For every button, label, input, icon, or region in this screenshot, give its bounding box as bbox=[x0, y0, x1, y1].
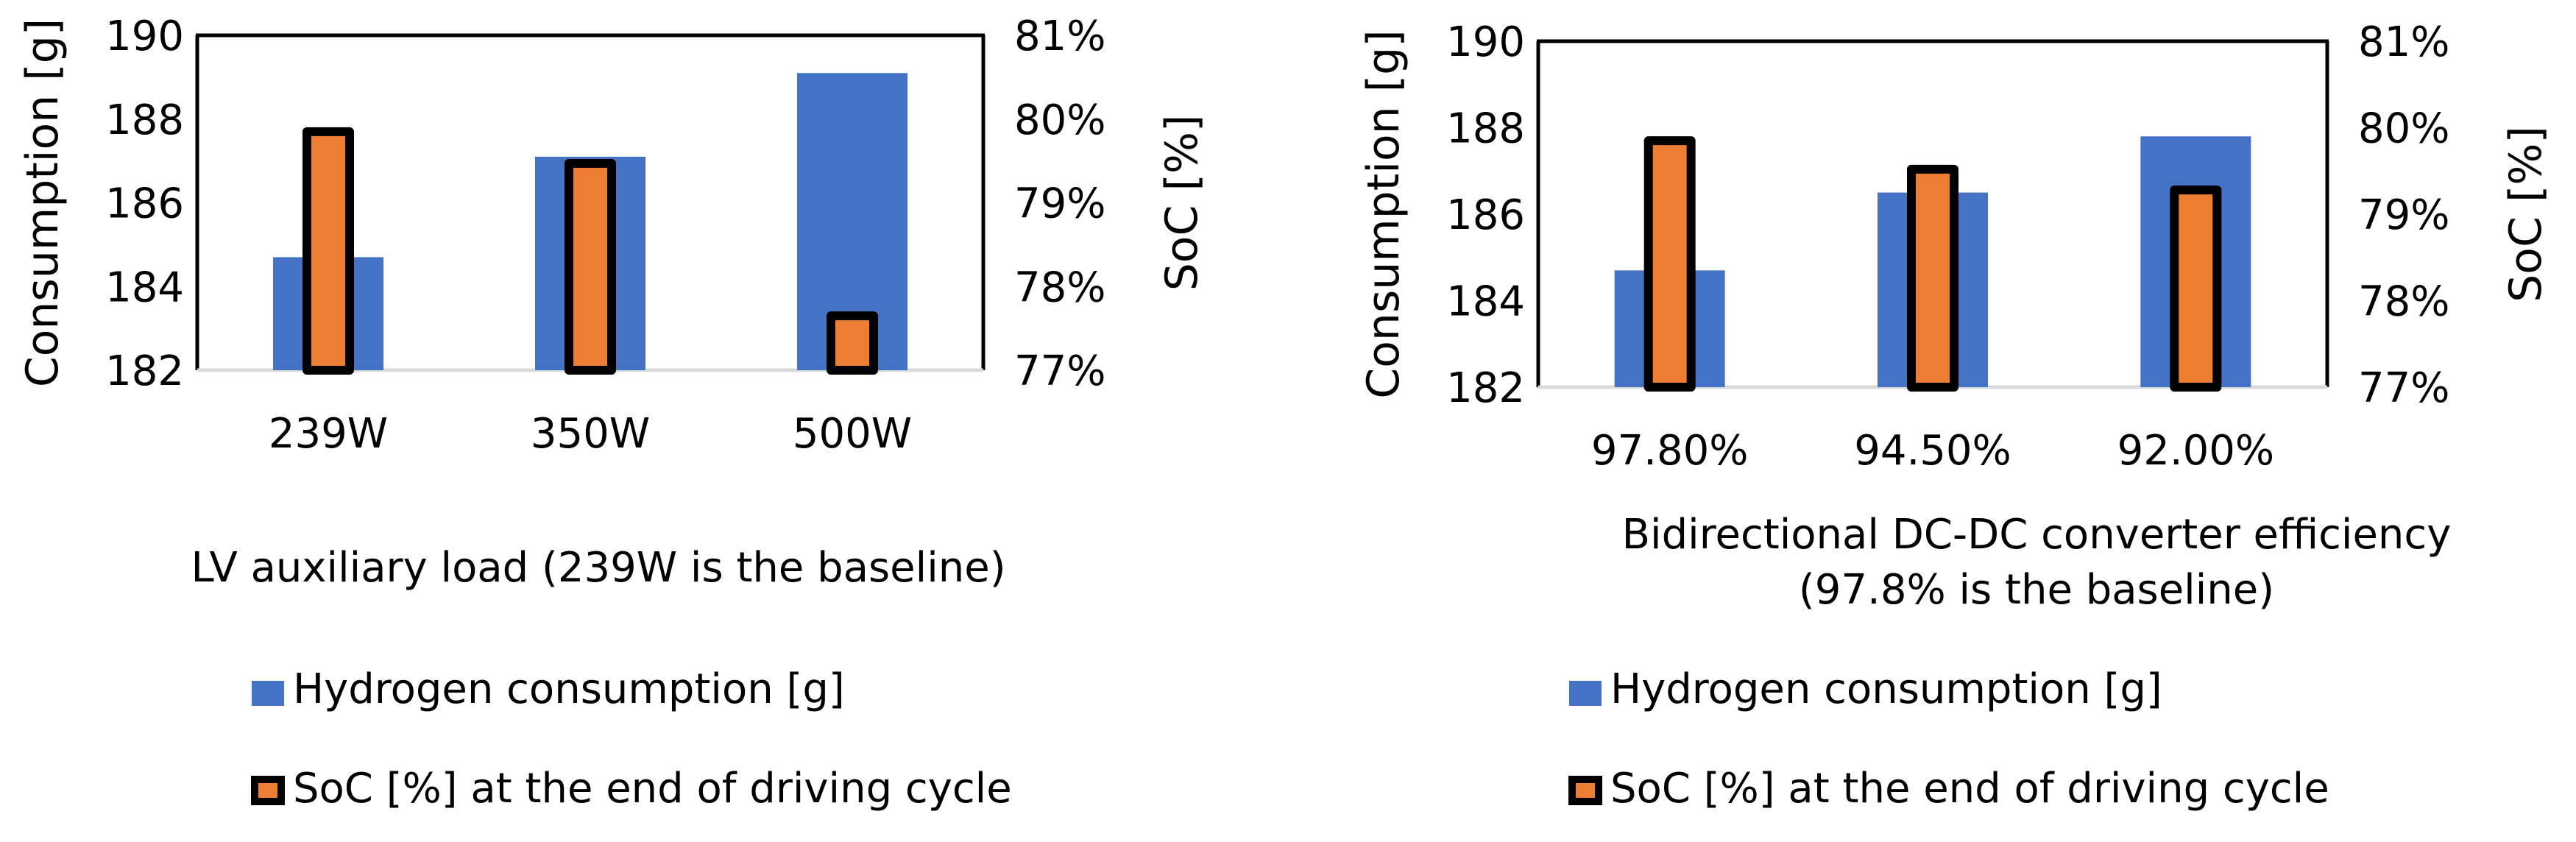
y2-tick-label: 81% bbox=[2358, 18, 2449, 66]
legend-label-soc: SoC [%] at the end of driving cycle bbox=[293, 765, 1012, 813]
bar-soc-1 bbox=[565, 159, 616, 375]
legend-swatch-consumption bbox=[1569, 681, 1602, 706]
bar-soc-0 bbox=[302, 127, 354, 375]
x-tick-label: 500W bbox=[793, 410, 912, 458]
legend: Hydrogen consumption [g] SoC [%] at the … bbox=[1568, 665, 2329, 813]
y-tick-label: 186 bbox=[1446, 191, 1525, 239]
x-tick-label: 94.50% bbox=[1854, 427, 2011, 475]
y2-tick-label: 79% bbox=[2358, 191, 2449, 239]
x-axis-title: LV auxiliary load (239W is the baseline) bbox=[191, 544, 1005, 592]
x-axis-title-line: Bidirectional DC-DC converter efficiency bbox=[1622, 511, 2452, 559]
y2-tick-label: 81% bbox=[1014, 13, 1105, 60]
y-tick-label: 188 bbox=[105, 96, 184, 144]
bars bbox=[273, 73, 907, 375]
y-tick-label: 184 bbox=[105, 263, 184, 311]
y-axis-right-ticks: 77% 78% 79% 80% 81% bbox=[2358, 18, 2449, 412]
y-tick-label: 190 bbox=[105, 13, 184, 60]
x-tick-label: 239W bbox=[269, 410, 388, 458]
y-axis-right-ticks: 77% 78% 79% 80% 81% bbox=[1014, 13, 1105, 395]
x-tick-label: 350W bbox=[531, 410, 650, 458]
y2-tick-label: 80% bbox=[2358, 105, 2449, 153]
y-axis-title: Consumption [g] bbox=[1358, 29, 1409, 398]
chart-lv-auxiliary-load: 182 184 186 188 190 77% 78% 79% 80% 81% … bbox=[17, 13, 1208, 813]
legend-label-consumption: Hydrogen consumption [g] bbox=[293, 665, 845, 713]
bar-soc-1 bbox=[1907, 164, 1958, 392]
x-axis-title-line: LV auxiliary load (239W is the baseline) bbox=[191, 544, 1005, 592]
y2-tick-label: 77% bbox=[2358, 364, 2449, 412]
y-tick-label: 188 bbox=[1446, 105, 1525, 153]
y-axis-title: Consumption [g] bbox=[17, 18, 68, 387]
x-tick-label: 92.00% bbox=[2117, 427, 2275, 475]
x-tick-label: 97.80% bbox=[1591, 427, 1749, 475]
x-axis-ticks: 97.80% 94.50% 92.00% bbox=[1591, 427, 2274, 475]
y-tick-label: 184 bbox=[1446, 278, 1525, 326]
y-tick-label: 190 bbox=[1446, 18, 1525, 66]
legend-label-soc: SoC [%] at the end of driving cycle bbox=[1610, 765, 2329, 813]
bar-soc-2 bbox=[827, 311, 878, 375]
y2-axis-title: SoC [%] bbox=[1156, 115, 1208, 291]
y-axis-left-ticks: 182 184 186 188 190 bbox=[1446, 18, 1525, 412]
legend: Hydrogen consumption [g] SoC [%] at the … bbox=[251, 665, 1012, 813]
y-tick-label: 182 bbox=[105, 347, 184, 395]
y2-axis-title: SoC [%] bbox=[2500, 126, 2552, 303]
y2-tick-label: 78% bbox=[1014, 263, 1105, 311]
y2-tick-label: 78% bbox=[2358, 278, 2449, 326]
x-axis-title-line: (97.8% is the baseline) bbox=[1799, 566, 2274, 614]
bars bbox=[1614, 136, 2251, 392]
bar-soc-0 bbox=[1643, 136, 1696, 392]
y2-tick-label: 79% bbox=[1014, 180, 1105, 228]
y2-tick-label: 80% bbox=[1014, 96, 1105, 144]
x-axis-title: Bidirectional DC-DC converter efficiency… bbox=[1622, 511, 2452, 614]
legend-swatch-soc bbox=[251, 776, 285, 805]
legend-swatch-soc bbox=[1568, 776, 1602, 805]
y-axis-left-ticks: 182 184 186 188 190 bbox=[105, 13, 184, 395]
bar-soc-2 bbox=[2170, 185, 2222, 392]
y-tick-label: 186 bbox=[105, 180, 184, 228]
legend-swatch-consumption bbox=[252, 681, 284, 706]
y-tick-label: 182 bbox=[1446, 364, 1525, 412]
y2-tick-label: 77% bbox=[1014, 347, 1105, 395]
x-axis-ticks: 239W 350W 500W bbox=[269, 410, 912, 458]
chart-dcdc-efficiency: 182 184 186 188 190 77% 78% 79% 80% 81% … bbox=[1358, 18, 2552, 813]
legend-label-consumption: Hydrogen consumption [g] bbox=[1610, 665, 2162, 713]
